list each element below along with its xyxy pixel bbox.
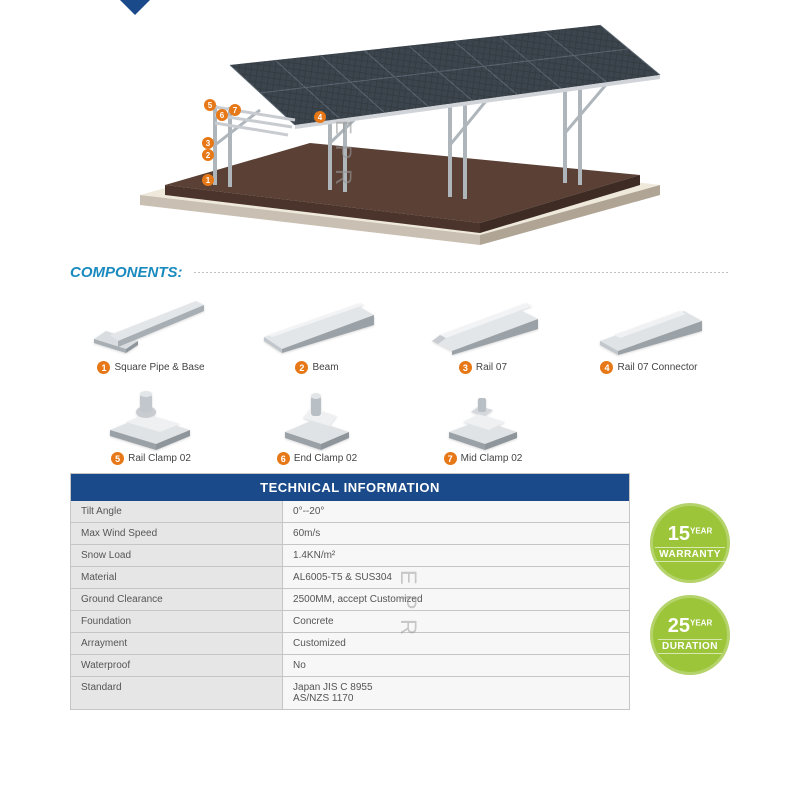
tech-value: 0°--20° bbox=[283, 501, 629, 523]
badges: 15YEAR WARRANTY 25YEAR DURATION bbox=[650, 503, 730, 675]
tech-key: Foundation bbox=[71, 611, 283, 633]
component-item: 5 Rail Clamp 02 bbox=[70, 382, 232, 465]
component-item: 2 Beam bbox=[236, 291, 398, 374]
square-pipe-icon bbox=[86, 295, 216, 355]
component-item: 4 Rail 07 Connector bbox=[568, 291, 730, 374]
table-row: StandardJapan JIS C 8955AS/NZS 1170 bbox=[71, 677, 629, 709]
tech-key: Standard bbox=[71, 677, 283, 709]
component-item: 7 Mid Clamp 02 bbox=[402, 382, 564, 465]
watermark: E P R bbox=[330, 120, 356, 187]
table-row: Snow Load1.4KN/m² bbox=[71, 545, 629, 567]
tech-value: Japan JIS C 8955AS/NZS 1170 bbox=[283, 677, 629, 709]
badge-number: 25 bbox=[668, 615, 690, 637]
svg-text:5: 5 bbox=[208, 101, 213, 110]
rail-clamp-icon bbox=[96, 382, 206, 450]
component-item: 6 End Clamp 02 bbox=[236, 382, 398, 465]
tech-value: No bbox=[283, 655, 629, 677]
tech-value: 2500MM, accept Customized bbox=[283, 589, 629, 611]
component-number: 2 bbox=[295, 361, 308, 374]
mid-clamp-icon bbox=[433, 382, 533, 450]
component-number: 3 bbox=[459, 361, 472, 374]
table-row: WaterproofNo bbox=[71, 655, 629, 677]
component-label: Square Pipe & Base bbox=[114, 362, 204, 373]
badge-year: YEAR bbox=[690, 527, 712, 536]
tech-key: Ground Clearance bbox=[71, 589, 283, 611]
table-row: FoundationConcrete bbox=[71, 611, 629, 633]
tech-value: Customized bbox=[283, 633, 629, 655]
badge-text: DURATION bbox=[658, 639, 722, 654]
component-number: 6 bbox=[277, 452, 290, 465]
component-label: Beam bbox=[312, 362, 338, 373]
svg-text:6: 6 bbox=[220, 111, 225, 120]
svg-text:7: 7 bbox=[233, 106, 238, 115]
carport-diagram: 1 2 3 4 5 6 7 bbox=[120, 15, 680, 245]
watermark: E P R bbox=[395, 570, 421, 637]
table-row: Tilt Angle0°--20° bbox=[71, 501, 629, 523]
end-clamp-icon bbox=[267, 382, 367, 450]
tech-value: Concrete bbox=[283, 611, 629, 633]
tech-key: Tilt Angle bbox=[71, 501, 283, 523]
component-number: 1 bbox=[97, 361, 110, 374]
corner-accent bbox=[120, 0, 150, 15]
tech-key: Snow Load bbox=[71, 545, 283, 567]
hero-illustration: 1 2 3 4 5 6 7 E P R bbox=[0, 0, 800, 260]
component-label: End Clamp 02 bbox=[294, 453, 357, 464]
badge-year: YEAR bbox=[690, 619, 712, 628]
technical-table: TECHNICAL INFORMATION Tilt Angle0°--20°M… bbox=[70, 473, 630, 710]
svg-text:4: 4 bbox=[318, 113, 323, 122]
component-item: 3 Rail 07 bbox=[402, 291, 564, 374]
tech-title: TECHNICAL INFORMATION bbox=[71, 474, 629, 501]
table-row: Max Wind Speed60m/s bbox=[71, 523, 629, 545]
tech-value: 60m/s bbox=[283, 523, 629, 545]
beam-icon bbox=[252, 295, 382, 355]
table-row: ArraymentCustomized bbox=[71, 633, 629, 655]
svg-text:3: 3 bbox=[206, 139, 211, 148]
tech-key: Material bbox=[71, 567, 283, 589]
svg-text:1: 1 bbox=[206, 176, 211, 185]
component-label: Mid Clamp 02 bbox=[461, 453, 523, 464]
component-label: Rail Clamp 02 bbox=[128, 453, 191, 464]
component-number: 4 bbox=[600, 361, 613, 374]
component-label: Rail 07 Connector bbox=[617, 362, 697, 373]
components-title: COMPONENTS: bbox=[70, 264, 183, 281]
component-number: 7 bbox=[444, 452, 457, 465]
warranty-badge: 15YEAR WARRANTY bbox=[650, 503, 730, 583]
rail-icon bbox=[418, 295, 548, 355]
tech-key: Arrayment bbox=[71, 633, 283, 655]
table-row: Ground Clearance2500MM, accept Customize… bbox=[71, 589, 629, 611]
divider bbox=[193, 272, 731, 273]
section-header: COMPONENTS: bbox=[0, 264, 800, 281]
components-grid: 1 Square Pipe & Base 2 Beam 3 Rail 07 bbox=[0, 281, 800, 473]
badge-text: WARRANTY bbox=[655, 547, 725, 562]
component-item: 1 Square Pipe & Base bbox=[70, 291, 232, 374]
tech-value: 1.4KN/m² bbox=[283, 545, 629, 567]
rail-connector-icon bbox=[584, 295, 714, 355]
duration-badge: 25YEAR DURATION bbox=[650, 595, 730, 675]
tech-value: AL6005-T5 & SUS304 bbox=[283, 567, 629, 589]
tech-key: Waterproof bbox=[71, 655, 283, 677]
table-row: MaterialAL6005-T5 & SUS304 bbox=[71, 567, 629, 589]
svg-text:2: 2 bbox=[206, 151, 211, 160]
tech-key: Max Wind Speed bbox=[71, 523, 283, 545]
component-label: Rail 07 bbox=[476, 362, 507, 373]
component-number: 5 bbox=[111, 452, 124, 465]
badge-number: 15 bbox=[668, 523, 690, 545]
